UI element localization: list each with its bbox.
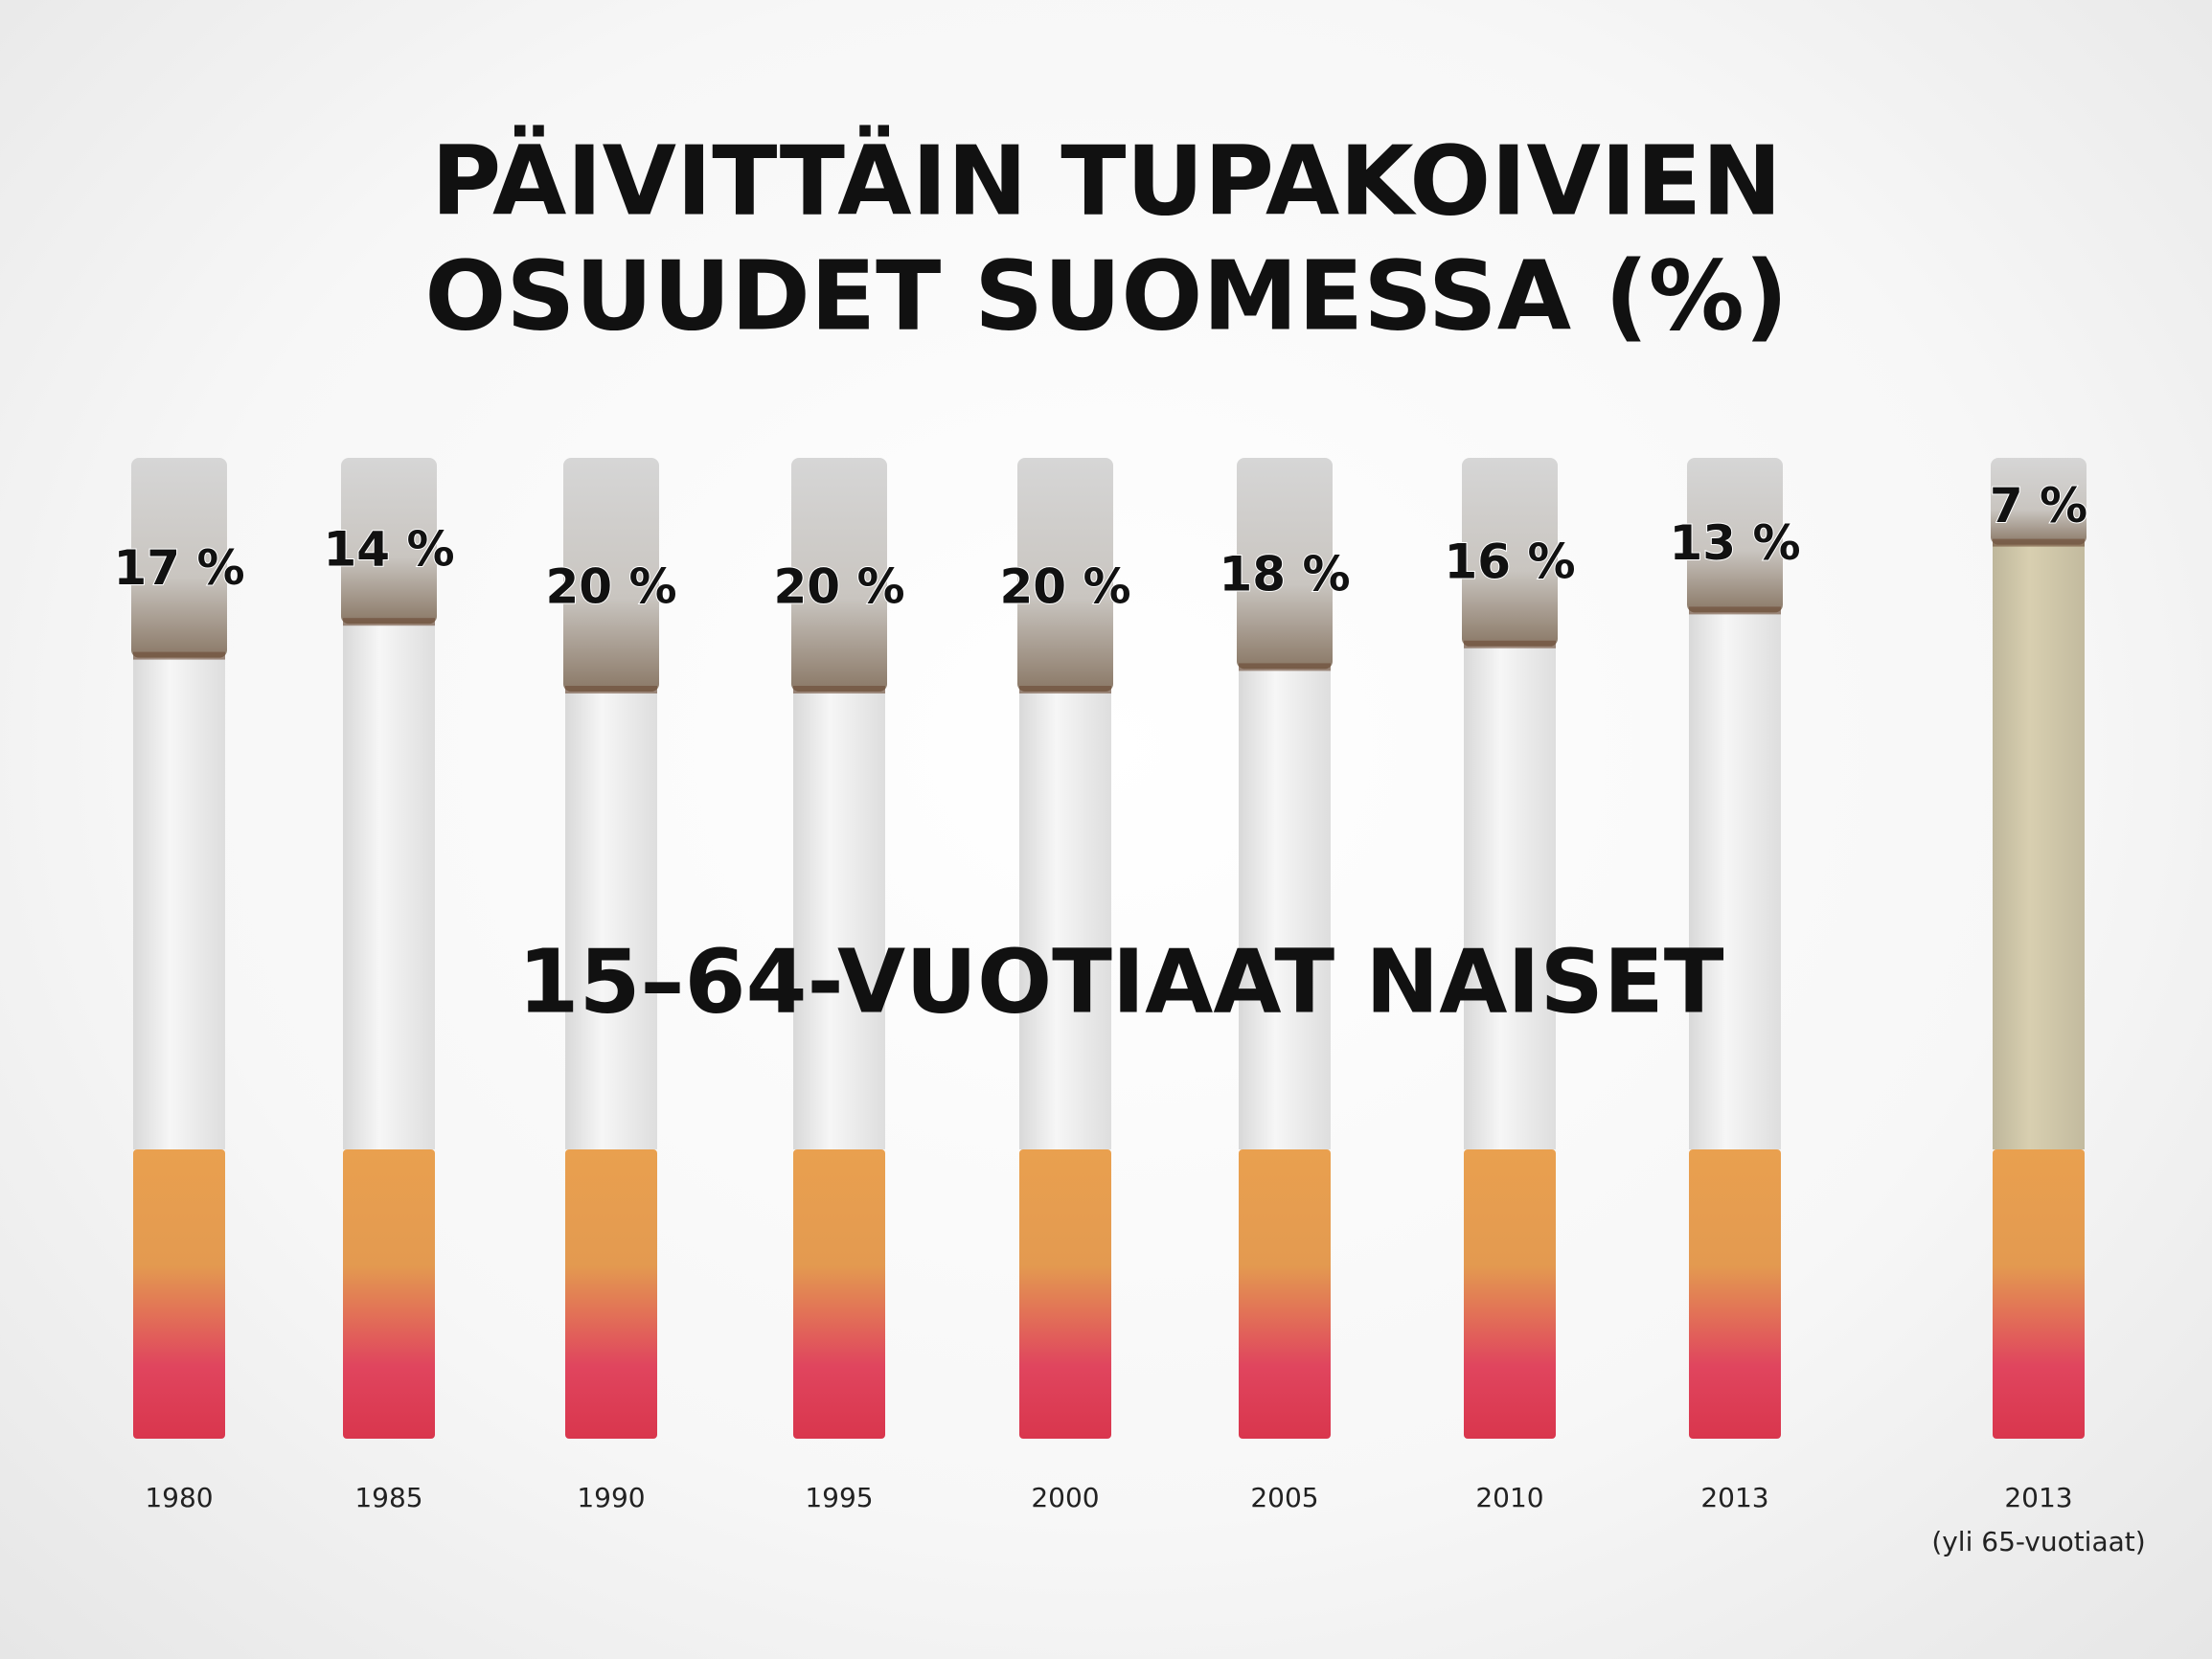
x-tick-label: 2010 xyxy=(1475,1482,1544,1513)
chart-subtitle: OSUUDET SUOMESSA (%) xyxy=(424,239,1788,352)
value-label: 20 % xyxy=(773,558,904,614)
x-tick-label: 2013 (yli 65-vuotiaat) xyxy=(1931,1482,2146,1557)
filter xyxy=(1689,1149,1781,1439)
burn-edge xyxy=(133,651,225,660)
ash xyxy=(1237,458,1333,670)
value-label: 7 % xyxy=(1990,478,2087,534)
ash xyxy=(341,458,437,625)
ash xyxy=(1462,458,1558,647)
burn-edge xyxy=(1019,686,1111,693)
burn-edge xyxy=(793,686,885,693)
ash xyxy=(563,458,659,692)
x-tick-label: 1990 xyxy=(577,1482,646,1513)
filter xyxy=(1239,1149,1331,1439)
filter xyxy=(1993,1149,2085,1439)
value-label: 14 % xyxy=(323,521,454,577)
filter xyxy=(565,1149,657,1439)
value-label: 16 % xyxy=(1444,534,1575,589)
burn-edge xyxy=(1993,538,2085,547)
filter xyxy=(133,1149,225,1439)
ash xyxy=(791,458,887,692)
filter xyxy=(1019,1149,1111,1439)
x-tick-label: 2005 xyxy=(1250,1482,1319,1513)
ash xyxy=(1991,458,2087,545)
annotation: 15–64-VUOTIAAT NAISET xyxy=(518,930,1724,1033)
x-tick-label: 1985 xyxy=(354,1482,423,1513)
value-label: 13 % xyxy=(1669,515,1800,571)
value-label: 20 % xyxy=(999,558,1130,614)
value-label: 17 % xyxy=(113,540,244,596)
value-label: 18 % xyxy=(1219,546,1350,602)
burn-edge xyxy=(1239,663,1331,671)
x-tick-label: 1995 xyxy=(805,1482,874,1513)
burn-edge xyxy=(343,618,435,626)
filter xyxy=(1464,1149,1556,1439)
paper-shade xyxy=(1993,466,2085,1149)
burn-edge xyxy=(1689,606,1781,615)
filter xyxy=(793,1149,885,1439)
x-tick-label: 2013 xyxy=(1700,1482,1769,1513)
x-tick-label: 2000 xyxy=(1031,1482,1100,1513)
x-tick-label: 1980 xyxy=(145,1482,214,1513)
ash xyxy=(1017,458,1113,692)
ash xyxy=(1687,458,1783,613)
chart-title: PÄIVITTÄIN TUPAKOIVIEN xyxy=(431,125,1782,237)
burn-edge xyxy=(565,686,657,693)
ash xyxy=(131,458,227,658)
filter xyxy=(343,1149,435,1439)
value-label: 20 % xyxy=(545,558,676,614)
burn-edge xyxy=(1464,640,1556,648)
